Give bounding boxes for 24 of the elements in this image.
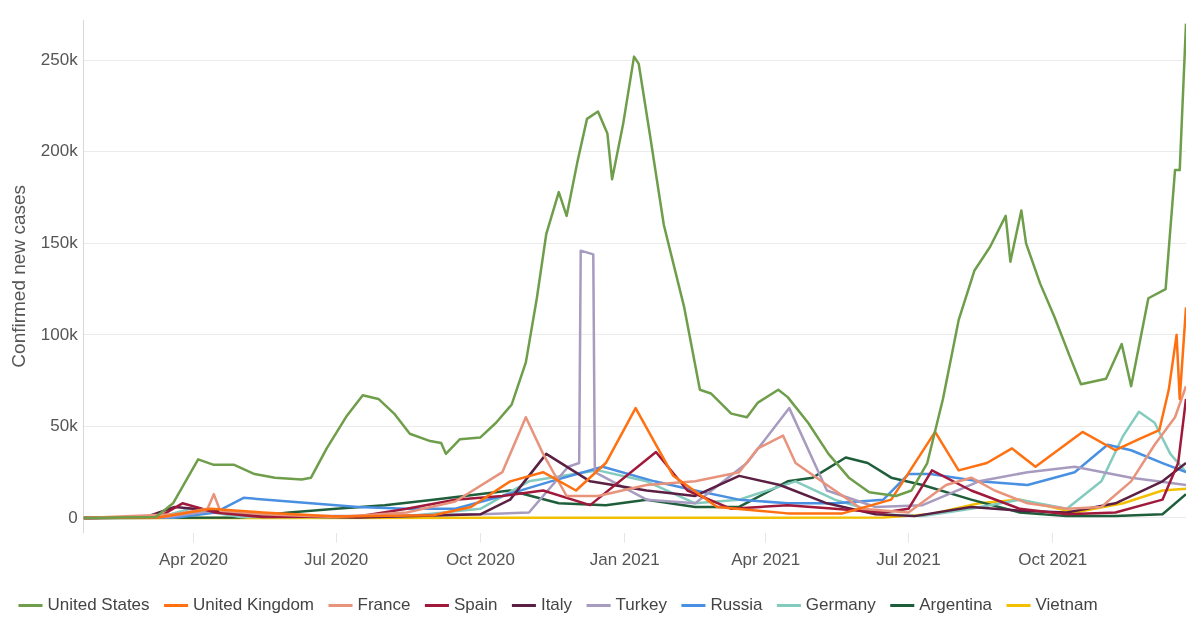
y-axis-title: Confirmed new cases (7, 184, 29, 368)
legend-label: Spain (453, 595, 498, 615)
x-tick-label: Apr 2020 (158, 550, 228, 570)
legend-label: Turkey (615, 595, 668, 615)
legend-label: Vietnam (1035, 595, 1098, 615)
legend-label: France (357, 595, 411, 615)
legend-label: United States (47, 595, 150, 615)
legend-label: Russia (710, 595, 763, 615)
legend-label: United Kingdom (193, 595, 315, 615)
y-tick-label: 0 (68, 507, 78, 527)
x-tick-label: Apr 2021 (731, 550, 801, 570)
y-tick-label: 50k (50, 416, 79, 436)
x-tick-label: Jan 2021 (589, 550, 660, 570)
x-tick-label: Oct 2021 (1018, 550, 1088, 570)
y-tick-label: 100k (40, 324, 79, 344)
legend-label: Argentina (919, 595, 993, 615)
legend-label: Germany (805, 595, 877, 615)
legend-label: Italy (540, 595, 573, 615)
x-tick-label: Oct 2020 (445, 550, 515, 570)
y-tick-label: 200k (40, 141, 79, 161)
x-tick-label: Jul 2021 (876, 550, 941, 570)
y-tick-label: 250k (40, 49, 79, 69)
y-tick-label: 150k (40, 233, 79, 253)
x-tick-label: Jul 2020 (303, 550, 369, 570)
